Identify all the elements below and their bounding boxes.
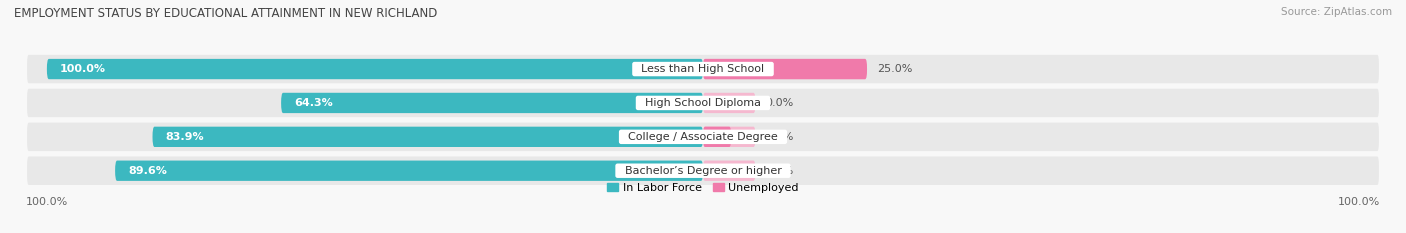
Text: Bachelor’s Degree or higher: Bachelor’s Degree or higher [617,166,789,176]
Text: 89.6%: 89.6% [128,166,167,176]
FancyBboxPatch shape [152,127,703,147]
Legend: In Labor Force, Unemployed: In Labor Force, Unemployed [603,178,803,197]
Text: College / Associate Degree: College / Associate Degree [621,132,785,142]
FancyBboxPatch shape [703,59,868,79]
Text: Source: ZipAtlas.com: Source: ZipAtlas.com [1281,7,1392,17]
Text: 83.9%: 83.9% [166,132,204,142]
FancyBboxPatch shape [703,59,868,79]
FancyBboxPatch shape [281,93,703,113]
FancyBboxPatch shape [27,89,1379,117]
FancyBboxPatch shape [27,157,1379,185]
FancyBboxPatch shape [703,127,731,147]
Text: High School Diploma: High School Diploma [638,98,768,108]
FancyBboxPatch shape [703,127,755,147]
Text: 4.3%: 4.3% [765,132,794,142]
Text: 0.0%: 0.0% [765,166,793,176]
FancyBboxPatch shape [27,55,1379,83]
FancyBboxPatch shape [703,93,755,113]
Text: 0.0%: 0.0% [765,98,793,108]
FancyBboxPatch shape [27,123,1379,151]
Text: EMPLOYMENT STATUS BY EDUCATIONAL ATTAINMENT IN NEW RICHLAND: EMPLOYMENT STATUS BY EDUCATIONAL ATTAINM… [14,7,437,20]
Text: 100.0%: 100.0% [60,64,105,74]
FancyBboxPatch shape [115,161,703,181]
Text: Less than High School: Less than High School [634,64,772,74]
Text: 25.0%: 25.0% [877,64,912,74]
FancyBboxPatch shape [46,59,703,79]
Text: 64.3%: 64.3% [294,98,333,108]
FancyBboxPatch shape [703,161,755,181]
